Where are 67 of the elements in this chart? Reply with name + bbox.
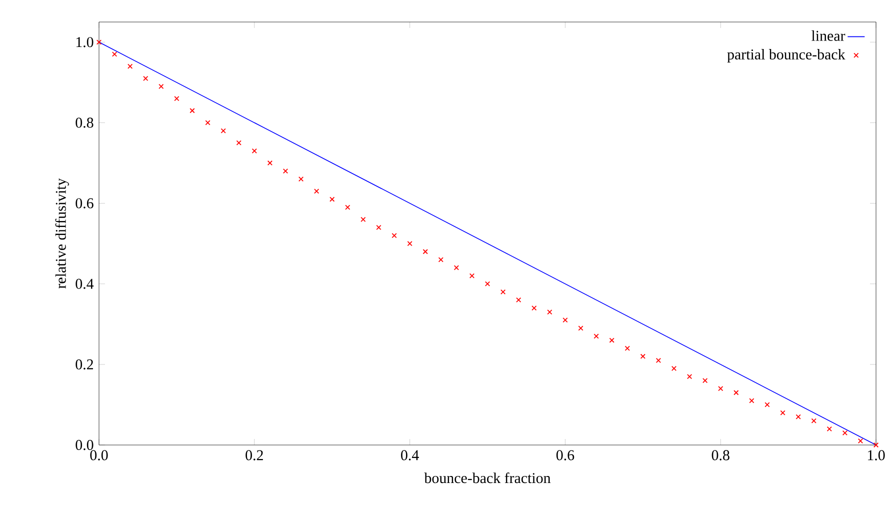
point — [686, 374, 692, 380]
point — [298, 176, 304, 182]
point — [190, 108, 195, 114]
point — [392, 232, 397, 238]
point — [422, 249, 428, 254]
point — [112, 52, 118, 57]
point — [749, 398, 754, 404]
x-tick-label: 0.8 — [712, 450, 730, 460]
point — [205, 120, 210, 126]
y-axis-title: relative diffusivity — [55, 178, 69, 288]
point — [236, 140, 242, 146]
legend-label: linear — [812, 30, 846, 41]
point — [873, 442, 879, 448]
point — [764, 402, 770, 408]
point — [314, 188, 320, 194]
point — [562, 318, 568, 323]
point — [718, 386, 724, 392]
point — [360, 216, 366, 222]
point — [96, 40, 102, 45]
point — [469, 273, 475, 278]
y-tick-label: 0.8 — [76, 118, 94, 128]
point — [656, 358, 662, 363]
x-tick-label: 0.4 — [401, 450, 419, 460]
point — [174, 96, 180, 102]
point — [858, 438, 864, 444]
point — [267, 160, 273, 166]
point — [826, 426, 832, 432]
point — [158, 84, 164, 90]
x-tick-label: 0.6 — [556, 450, 574, 460]
point — [811, 418, 816, 424]
x-axis-title: bounce-back fraction — [424, 472, 551, 484]
point — [547, 309, 552, 315]
point — [702, 378, 708, 384]
point — [640, 354, 646, 359]
point — [609, 338, 614, 343]
y-tick-label: 0.2 — [76, 359, 93, 370]
point — [407, 240, 412, 246]
point — [454, 265, 459, 270]
point — [578, 326, 584, 331]
point — [484, 281, 490, 286]
point — [143, 76, 148, 81]
point — [624, 346, 630, 351]
point — [734, 390, 739, 396]
point — [532, 305, 537, 311]
point — [252, 148, 257, 154]
x-tick-label: 0.2 — [246, 450, 263, 460]
point — [500, 289, 506, 294]
x-tick-label: 1.0 — [868, 450, 885, 460]
legend-label: partial bounce-back — [727, 49, 846, 63]
point — [796, 414, 801, 420]
point — [330, 196, 335, 202]
point — [438, 257, 444, 262]
point — [128, 64, 133, 69]
point — [594, 334, 599, 339]
y-tick-label: 0.6 — [76, 198, 94, 208]
y-tick-label: 0.0 — [76, 440, 94, 450]
y-tick-label: 0.4 — [76, 278, 94, 289]
point — [842, 430, 848, 436]
point — [282, 168, 288, 174]
y-tick-label: 1.0 — [76, 37, 94, 48]
point — [780, 410, 786, 416]
point — [516, 297, 522, 303]
point — [345, 204, 350, 210]
point — [376, 224, 382, 230]
point — [220, 128, 226, 134]
x-tick-label: 0.0 — [90, 450, 108, 460]
point — [671, 366, 677, 372]
